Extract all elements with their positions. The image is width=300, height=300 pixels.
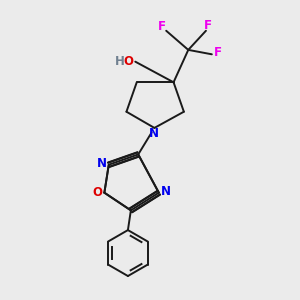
Text: O: O bbox=[92, 186, 102, 199]
Text: N: N bbox=[161, 185, 171, 198]
Text: F: F bbox=[203, 19, 211, 32]
Text: F: F bbox=[158, 20, 166, 33]
Text: H: H bbox=[115, 55, 125, 68]
Text: F: F bbox=[214, 46, 222, 59]
Text: N: N bbox=[149, 127, 159, 140]
Text: O: O bbox=[124, 55, 134, 68]
Text: N: N bbox=[96, 157, 106, 170]
